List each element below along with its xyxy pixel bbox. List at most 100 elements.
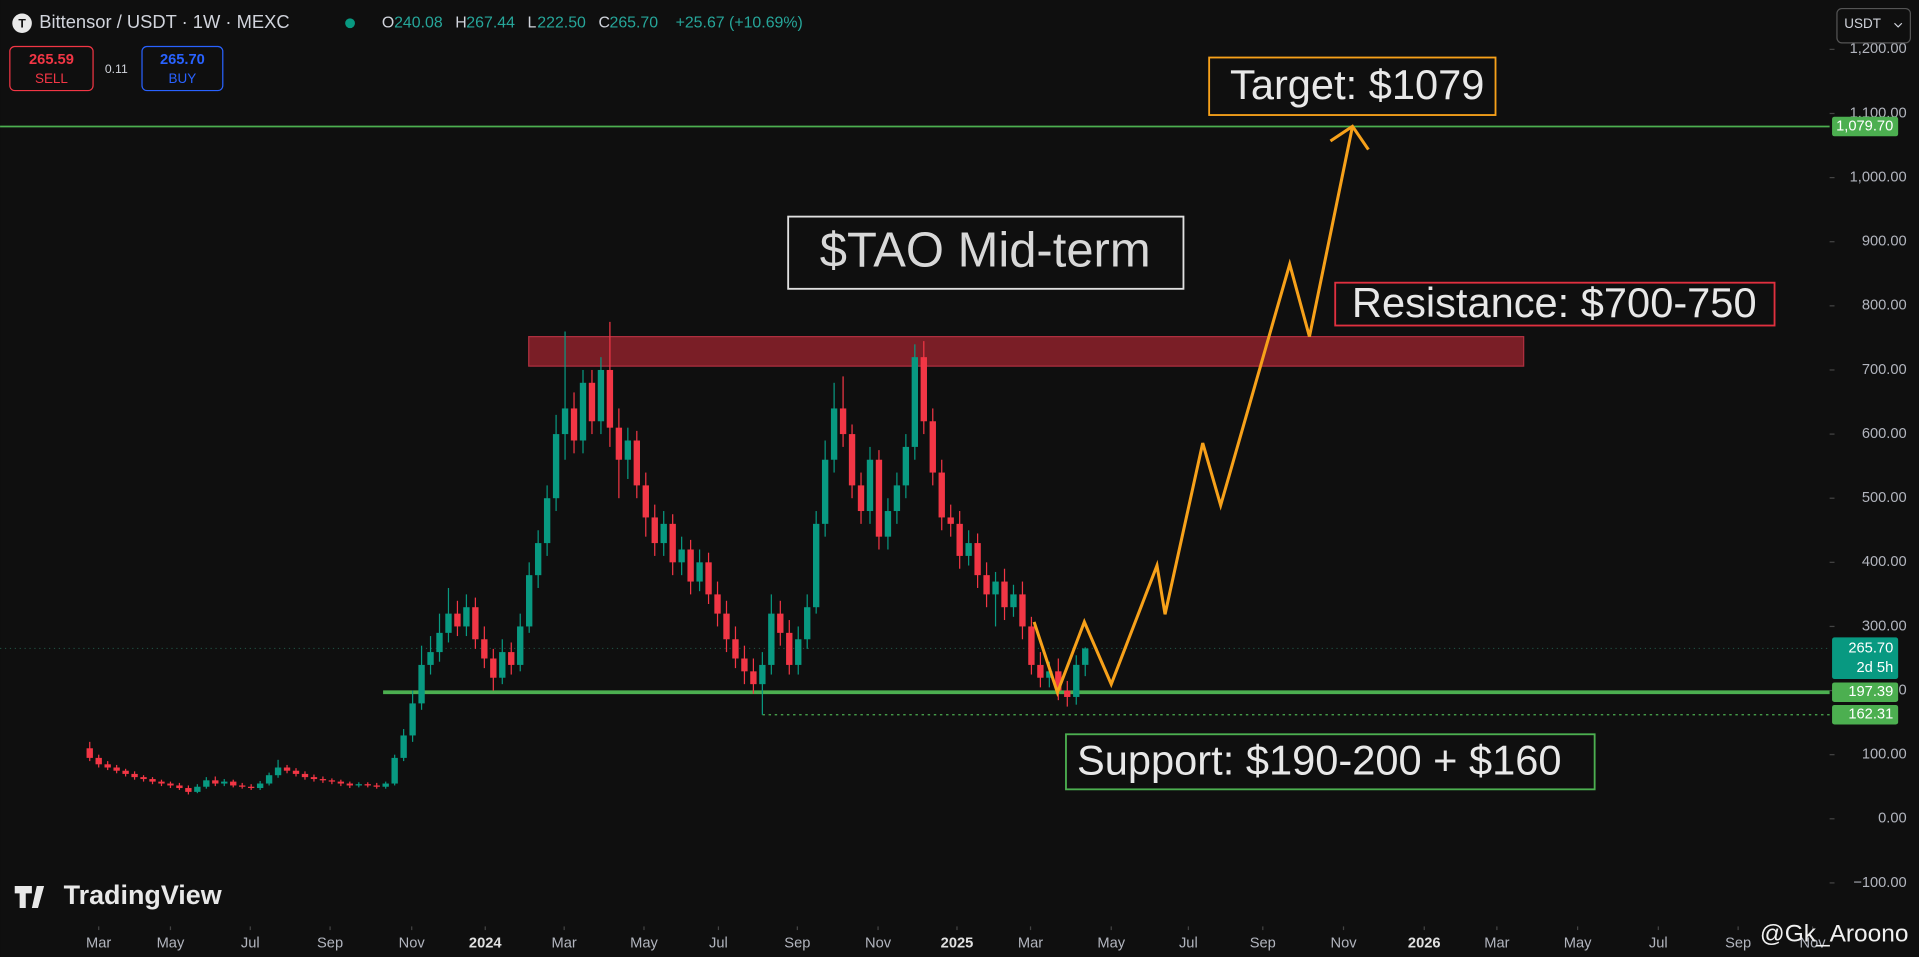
candle-body: [579, 382, 587, 441]
x-tick-label: Mar: [86, 935, 111, 951]
candle-body: [418, 664, 425, 704]
brand: TradingView: [64, 880, 222, 910]
x-tick-label: Mar: [1018, 935, 1043, 951]
candle-body: [1010, 594, 1017, 608]
currency-dropdown[interactable]: [1836, 7, 1911, 44]
candle-body: [481, 639, 488, 659]
candle-body: [185, 788, 192, 792]
candle-body: [875, 459, 883, 537]
candle-body: [965, 543, 972, 556]
x-tick-label: Jul: [709, 935, 728, 951]
symbol-icon: [12, 13, 32, 34]
dropdown-caret: [1894, 22, 1903, 28]
candle-body: [212, 780, 219, 784]
candle-body: [265, 775, 273, 784]
x-tick-label: Jul: [1179, 935, 1198, 951]
sell-price: 265.59: [29, 52, 74, 68]
candle-body: [319, 779, 327, 781]
candle-body: [274, 767, 282, 776]
symbol[interactable]: Bittensor / USDT · 1W · MEXC: [39, 11, 289, 32]
x-tick-label: May: [1564, 935, 1592, 951]
candle-body: [786, 632, 793, 665]
price-label-bg: [1832, 682, 1899, 703]
sell-button[interactable]: [9, 45, 94, 92]
candle-body: [526, 575, 533, 627]
y-tick-label: 500.00: [1862, 490, 1907, 506]
candle-body: [490, 658, 497, 678]
price-label: 265.70: [1848, 640, 1893, 656]
price-label-bg: [1832, 637, 1899, 680]
candle-body: [1028, 626, 1035, 665]
candle-body: [651, 517, 658, 544]
candle-body: [821, 459, 829, 524]
y-tick-label: 400.00: [1862, 554, 1907, 570]
candle-body: [292, 770, 300, 774]
candle-body: [373, 785, 380, 787]
annotation-title: $TAO Mid-term: [820, 223, 1151, 277]
candle-body: [588, 382, 596, 422]
candle-body: [221, 781, 228, 784]
x-tick-label: Sep: [1250, 935, 1276, 951]
title-box: [787, 215, 1185, 290]
y-tick-label: 1,200.00: [1850, 41, 1907, 57]
candle-body: [400, 735, 407, 758]
ohlc-value: 222.50: [537, 14, 586, 31]
candle-body: [561, 408, 569, 435]
candle-body: [893, 485, 901, 512]
candle-body: [463, 607, 470, 627]
price-sublabel: 2d 5h: [1857, 660, 1894, 676]
candle-body: [606, 369, 614, 428]
ohlc-label: C: [598, 14, 609, 31]
candle-body: [149, 779, 156, 782]
candle-body: [570, 408, 578, 441]
y-tick-label: 1,000.00: [1850, 169, 1907, 185]
projection-line: [1032, 126, 1354, 698]
support-box: [1065, 733, 1596, 791]
candle-body: [176, 785, 183, 789]
buy-button[interactable]: [141, 45, 224, 92]
x-tick-label: 2025: [941, 935, 974, 951]
candle-body: [382, 783, 389, 787]
candle-body: [203, 780, 210, 787]
change: +25.67 (+10.69%): [676, 14, 803, 31]
candle-body: [866, 459, 874, 512]
buy-label: BUY: [169, 71, 197, 86]
candle-body: [795, 639, 802, 665]
x-tick-label: Mar: [552, 935, 577, 951]
candle-body: [301, 773, 309, 778]
candle-body: [256, 783, 264, 789]
candle-body: [1082, 648, 1089, 665]
y-tick-label: 600.00: [1862, 426, 1907, 442]
ohlc-label: L: [528, 14, 537, 31]
candle-body: [427, 652, 434, 665]
candle-body: [812, 523, 820, 608]
y-tick-label: 700.00: [1862, 362, 1907, 378]
candle-body: [113, 767, 120, 771]
ohlc-value: 265.70: [609, 14, 658, 31]
x-tick-label: May: [1097, 935, 1125, 951]
resistance-box: [1334, 281, 1776, 327]
ohlc-label: O: [382, 14, 394, 31]
candle-body: [920, 357, 927, 422]
candle-body: [705, 562, 712, 595]
candle-body: [857, 485, 865, 512]
candle-body: [839, 408, 847, 435]
candle-body: [391, 757, 398, 784]
annotation-resistance: Resistance: $700-750: [1352, 279, 1757, 326]
candle-body: [732, 639, 739, 659]
candle-body: [508, 652, 515, 665]
annotation-support: Support: $190-200 + $160: [1077, 737, 1562, 784]
candle-body: [122, 770, 129, 774]
candle-body: [830, 408, 838, 460]
candle-body: [409, 703, 416, 736]
x-tick-label: May: [630, 935, 658, 951]
y-tick-label: 900.00: [1862, 234, 1907, 250]
candle-body: [499, 652, 506, 678]
x-tick-label: Nov: [399, 935, 426, 951]
candle-body: [669, 523, 676, 563]
y-tick-label: 100.00: [1862, 747, 1907, 763]
candle-body: [947, 517, 954, 524]
x-tick-label: Sep: [317, 935, 343, 951]
y-tick-label: −100.00: [1853, 875, 1906, 891]
